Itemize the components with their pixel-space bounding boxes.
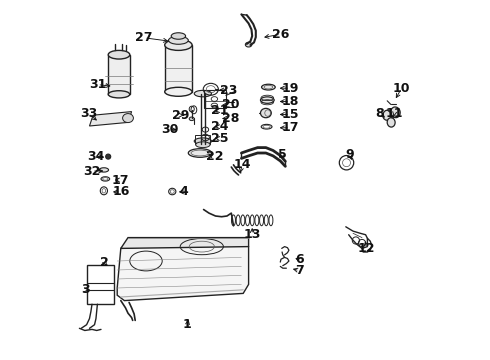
Text: 5: 5 bbox=[278, 148, 287, 161]
Text: 26: 26 bbox=[272, 28, 290, 41]
Text: 17: 17 bbox=[112, 174, 129, 186]
Text: 30: 30 bbox=[161, 123, 178, 136]
Bar bbox=[87, 265, 114, 304]
Bar bbox=[165, 45, 192, 92]
Ellipse shape bbox=[196, 142, 210, 148]
Ellipse shape bbox=[108, 50, 130, 59]
Text: 10: 10 bbox=[393, 82, 410, 95]
Polygon shape bbox=[117, 241, 248, 301]
Ellipse shape bbox=[391, 107, 400, 118]
Ellipse shape bbox=[171, 33, 186, 39]
Text: 25: 25 bbox=[211, 132, 228, 145]
Text: 27: 27 bbox=[135, 31, 153, 44]
Ellipse shape bbox=[387, 118, 395, 127]
Ellipse shape bbox=[194, 90, 212, 97]
Ellipse shape bbox=[261, 97, 274, 103]
Ellipse shape bbox=[262, 84, 275, 90]
Text: 28: 28 bbox=[222, 112, 239, 125]
Text: 11: 11 bbox=[386, 107, 403, 120]
Text: 29: 29 bbox=[172, 109, 189, 122]
Text: 31: 31 bbox=[89, 78, 106, 91]
Text: 9: 9 bbox=[345, 148, 354, 161]
Text: 1: 1 bbox=[183, 318, 192, 331]
Text: 19: 19 bbox=[281, 82, 299, 95]
Text: 22: 22 bbox=[206, 150, 223, 163]
Text: 16: 16 bbox=[112, 185, 129, 198]
Bar bbox=[204, 90, 226, 108]
Text: 13: 13 bbox=[244, 228, 261, 241]
Ellipse shape bbox=[165, 40, 192, 50]
Ellipse shape bbox=[261, 108, 271, 118]
Ellipse shape bbox=[99, 168, 109, 172]
Ellipse shape bbox=[245, 42, 252, 47]
Text: 18: 18 bbox=[281, 95, 299, 108]
Text: 12: 12 bbox=[358, 242, 375, 255]
Text: 24: 24 bbox=[211, 120, 228, 133]
Text: 14: 14 bbox=[233, 158, 251, 171]
Text: 17: 17 bbox=[281, 121, 299, 134]
Bar bbox=[196, 135, 210, 144]
Text: 21: 21 bbox=[211, 104, 228, 117]
Ellipse shape bbox=[383, 110, 392, 120]
Polygon shape bbox=[121, 238, 248, 248]
Ellipse shape bbox=[108, 91, 130, 98]
Ellipse shape bbox=[169, 36, 188, 44]
Ellipse shape bbox=[189, 117, 194, 121]
Ellipse shape bbox=[122, 114, 133, 122]
Text: 32: 32 bbox=[83, 165, 100, 177]
Text: 6: 6 bbox=[295, 253, 304, 266]
Ellipse shape bbox=[165, 87, 192, 96]
Circle shape bbox=[106, 154, 111, 159]
Text: 34: 34 bbox=[87, 150, 104, 163]
Text: 33: 33 bbox=[80, 107, 97, 120]
Text: 15: 15 bbox=[281, 108, 299, 121]
Ellipse shape bbox=[194, 138, 212, 144]
Bar bbox=[108, 55, 130, 94]
Text: 23: 23 bbox=[220, 84, 238, 96]
Text: 3: 3 bbox=[81, 283, 90, 296]
Text: 4: 4 bbox=[179, 185, 188, 198]
Text: 8: 8 bbox=[376, 107, 384, 120]
Text: 2: 2 bbox=[100, 256, 109, 269]
Ellipse shape bbox=[188, 149, 212, 157]
Polygon shape bbox=[90, 112, 132, 126]
Text: 20: 20 bbox=[222, 98, 239, 111]
Text: 7: 7 bbox=[295, 264, 304, 277]
